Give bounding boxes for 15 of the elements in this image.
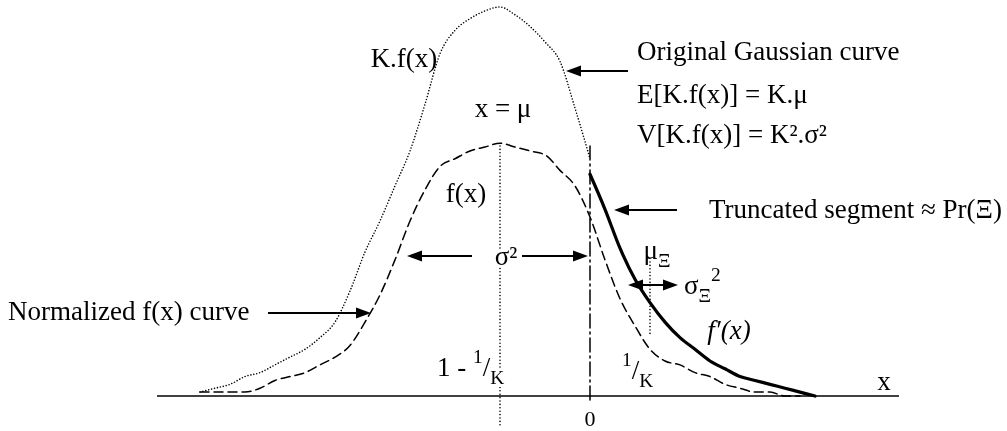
annotation: Original Gaussian curve: [637, 36, 900, 66]
annotation: V[K.f(x)] = K².σ²: [637, 119, 827, 149]
text: 0: [584, 405, 596, 431]
annotation: σ²: [494, 241, 518, 271]
annotation: μ$_{Ξ}$: [643, 235, 671, 271]
annotation: 1 - $^{1}$/$_{K}$: [437, 346, 505, 388]
annotation: Normalized f(x) curve: [8, 296, 250, 326]
annotation: x = μ: [474, 93, 532, 123]
series-label: K.f(x): [370, 43, 438, 73]
series-label: f(x): [445, 178, 487, 208]
x-axis-title: x: [877, 366, 892, 396]
series-label: f′(x): [707, 315, 751, 345]
annotation: Truncated segment ≈ Pr(Ξ): [709, 194, 1002, 224]
annotation: $^{1}$/$_{K}$: [622, 349, 654, 391]
annotation: E[K.f(x)] = K.μ: [637, 79, 808, 109]
